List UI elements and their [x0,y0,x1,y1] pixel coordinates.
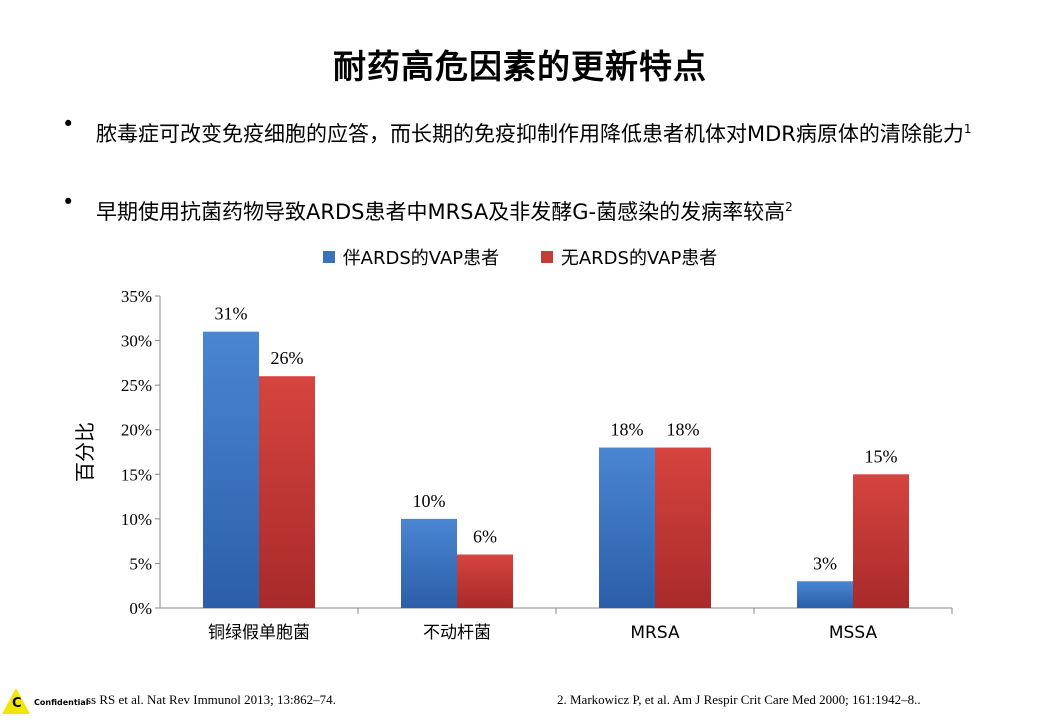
x-tick-label: MSSA [829,623,878,643]
y-tick-label: 15% [121,465,152,484]
legend-swatch-series-1 [322,251,335,263]
bullet-text-1-body: 脓毒症可改变免疫细胞的应答，而长期的免疫抑制作用降低患者机体对MDR病原体的清除… [96,122,964,146]
x-tick-label: 铜绿假单胞菌 [208,623,310,643]
y-tick-label: 35% [121,287,152,306]
confidential-badge: C Confidential [0,684,90,720]
x-tick-label: MRSA [630,623,680,643]
data-label: 31% [215,304,248,324]
y-tick-label: 0% [129,599,152,618]
bullet-text-1: 脓毒症可改变免疫细胞的应答，而长期的免疫抑制作用降低患者机体对MDR病原体的清除… [96,112,996,151]
bullet-marker: • [62,112,75,136]
x-tick-label: 不动杆菌 [423,623,491,643]
bar-1-1 [203,331,259,608]
footnote-ref-2: 2 [785,200,793,214]
bar-2-1 [259,376,315,608]
legend-label-series-2: 无ARDS的VAP患者 [560,248,718,269]
bullet-text-2: 早期使用抗菌药物导致ARDS患者中MRSA及非发酵G-菌感染的发病率较高2 [96,190,996,229]
y-tick-label: 20% [121,421,152,440]
bar-2-3 [655,447,711,608]
y-tick-label: 30% [121,332,152,351]
bar-1-2 [401,518,457,608]
legend-swatch-series-2 [540,251,553,263]
bullet-marker: • [62,190,75,214]
footnote-ref-1: 1 [963,122,972,136]
data-label: 26% [271,348,304,368]
bar-2-4 [853,474,909,608]
legend-label-series-1: 伴ARDS的VAP患者 [342,248,500,269]
y-axis-title: 百分比 [73,422,97,482]
data-label: 15% [865,446,898,466]
y-tick-label: 25% [121,376,152,395]
bullet-text-2-body: 早期使用抗菌药物导致ARDS患者中MRSA及非发酵G-菌感染的发病率较高 [96,200,786,224]
bar-1-3 [599,447,655,608]
y-tick-label: 5% [129,554,152,573]
chart-legend: 伴ARDS的VAP患者 无ARDS的VAP患者 [0,244,1040,270]
data-label: 18% [611,420,644,440]
data-label: 3% [813,553,837,573]
bar-1-4 [797,581,853,608]
reference-1: ss RS et al. Nat Rev Immunol 2013; 13:86… [86,692,336,707]
y-tick-label: 10% [121,510,152,529]
data-label: 10% [413,491,446,511]
legend-item-series-2: 无ARDS的VAP患者 [540,244,718,270]
confidential-letter: C [12,696,22,711]
reference-2: 2. Markowicz P, et al. Am J Respir Crit … [557,692,921,707]
data-label: 18% [667,420,700,440]
warning-triangle-icon [2,688,30,714]
bar-chart: 0% 5% 10% 15% 20% 25% 30% 35% 百分比 铜绿假单胞菌 31% 26% 不动… [73,287,953,643]
slide-title: 耐药高危因素的更新特点 [333,47,707,86]
confidential-label: Confidential [34,698,89,707]
data-label: 6% [473,527,497,547]
bar-2-2 [457,554,513,608]
legend-item-series-1: 伴ARDS的VAP患者 [322,244,500,270]
